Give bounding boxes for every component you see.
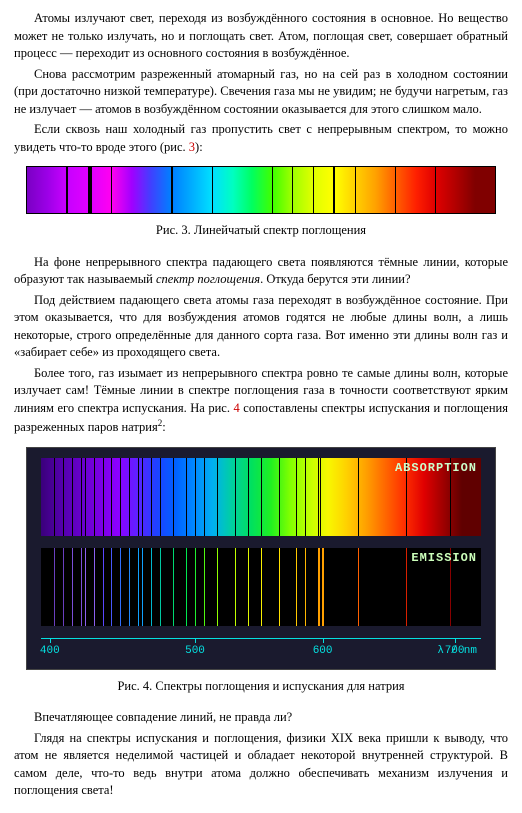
paragraph: Под действием падающего света атомы газа… (14, 292, 508, 362)
paragraph: Впечатляющее совпадение линий, не правда… (14, 709, 508, 727)
text: Если сквозь наш холодный газ пропустить … (14, 122, 508, 154)
figure-3-caption: Рис. 3. Линейчатый спектр поглощения (14, 222, 508, 240)
emission-panel: EMISSION (41, 548, 481, 626)
term-absorption-spectrum: спектр поглощения (156, 272, 260, 286)
figure-4-sodium-spectra: ABSORPTION EMISSION λ / nm 400500600700 (26, 447, 496, 670)
paragraph: Атомы излучают свет, переходя из возбужд… (14, 10, 508, 63)
paragraph: Если сквозь наш холодный газ пропустить … (14, 121, 508, 156)
figure-4-caption: Рис. 4. Спектры поглощения и испускания … (14, 678, 508, 696)
wavelength-axis: λ / nm 400500600700 (41, 638, 481, 661)
paragraph: Глядя на спектры испускания и поглощения… (14, 730, 508, 800)
text: ): (195, 140, 203, 154)
text: . Откуда берутся эти линии? (260, 272, 410, 286)
absorption-label: ABSORPTION (395, 460, 477, 477)
paragraph: На фоне непрерывного спектра падающего с… (14, 254, 508, 289)
emission-label: EMISSION (411, 550, 477, 567)
paragraph: Более того, газ изымает из непрерывного … (14, 365, 508, 437)
paragraph: Снова рассмотрим разреженный атомарный г… (14, 66, 508, 119)
absorption-panel: ABSORPTION (41, 458, 481, 536)
figure-3-spectrum (26, 166, 496, 214)
text: : (162, 420, 165, 434)
